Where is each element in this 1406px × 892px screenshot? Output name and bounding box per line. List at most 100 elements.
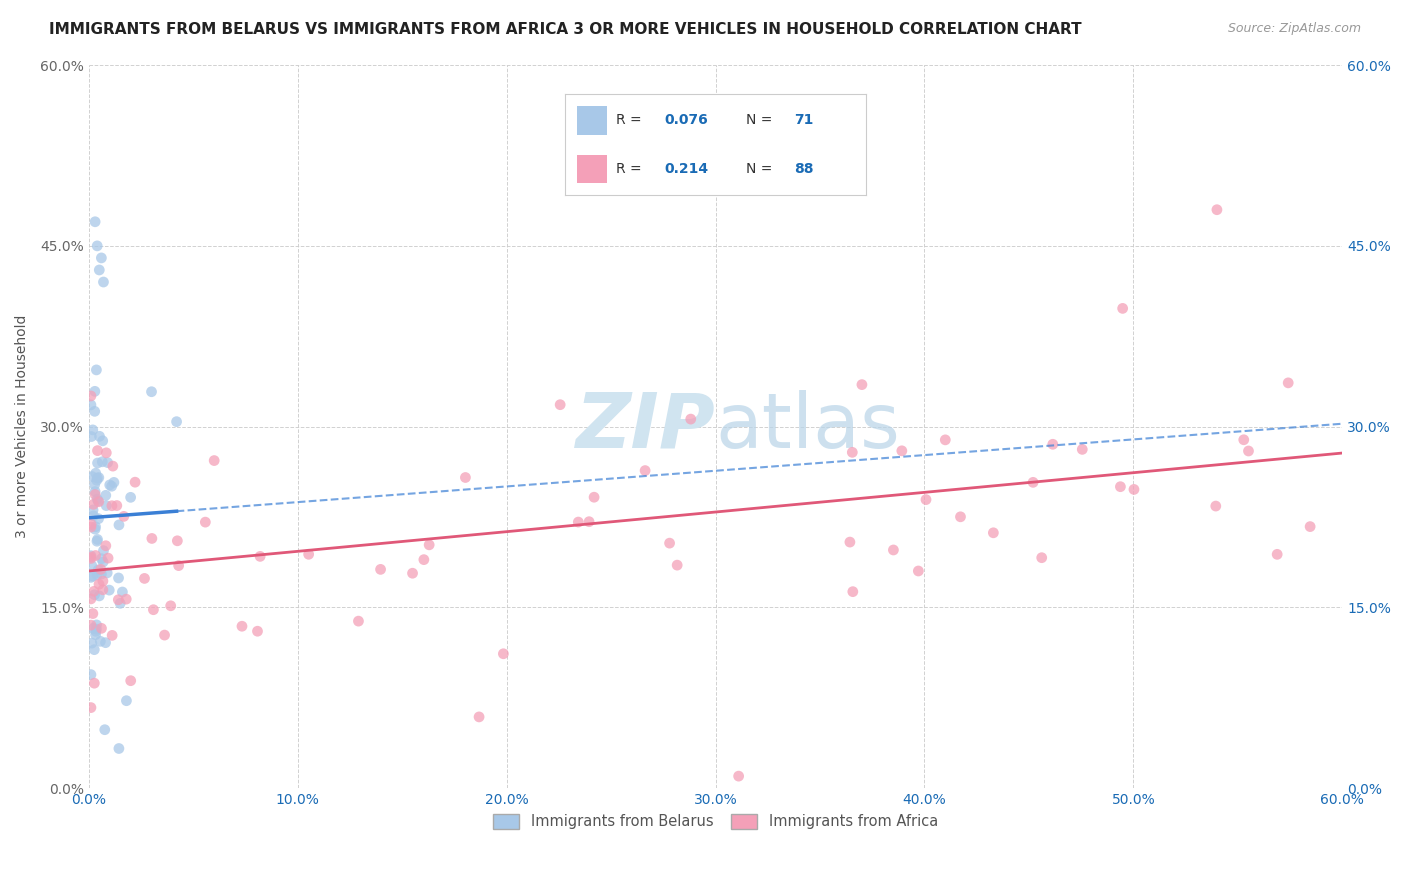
Y-axis label: 3 or more Vehicles in Household: 3 or more Vehicles in Household: [15, 315, 30, 539]
Point: [80, 520, 103, 534]
Point: [249, 549, 271, 564]
Point: [105, 499, 128, 513]
Point: [915, 492, 938, 507]
Point: [80, 551, 103, 566]
Point: [298, 547, 321, 561]
Point: [842, 584, 865, 599]
Point: [98, 478, 121, 492]
Point: [412, 552, 434, 566]
Point: [100, 479, 122, 493]
Point: [141, 532, 163, 546]
Point: [907, 564, 929, 578]
Point: [84, 484, 107, 499]
Point: [851, 377, 873, 392]
Point: [1205, 499, 1227, 513]
Point: [1109, 480, 1132, 494]
Point: [84, 627, 107, 641]
Point: [838, 535, 860, 549]
Point: [1233, 433, 1256, 447]
Point: [246, 624, 269, 639]
Point: [80, 398, 103, 412]
Point: [90, 562, 112, 576]
Point: [86, 492, 108, 507]
Point: [89, 263, 111, 277]
Point: [90, 567, 112, 582]
Text: IMMIGRANTS FROM BELARUS VS IMMIGRANTS FROM AFRICA 3 OR MORE VEHICLES IN HOUSEHOL: IMMIGRANTS FROM BELARUS VS IMMIGRANTS FR…: [49, 22, 1081, 37]
Point: [141, 384, 163, 399]
Point: [983, 525, 1005, 540]
Text: Source: ZipAtlas.com: Source: ZipAtlas.com: [1227, 22, 1361, 36]
Point: [108, 596, 131, 610]
Point: [194, 515, 217, 529]
Point: [166, 533, 188, 548]
Point: [87, 495, 110, 509]
Point: [202, 453, 225, 467]
Point: [90, 251, 112, 265]
Point: [86, 363, 108, 377]
Point: [83, 477, 105, 491]
Point: [82, 423, 104, 437]
Point: [120, 673, 142, 688]
Point: [84, 467, 107, 481]
Point: [97, 551, 120, 566]
Point: [84, 487, 107, 501]
Point: [82, 497, 104, 511]
Point: [86, 622, 108, 636]
Point: [727, 769, 749, 783]
Text: atlas: atlas: [716, 390, 900, 464]
Point: [82, 569, 104, 583]
Point: [83, 584, 105, 599]
Point: [1022, 475, 1045, 490]
Point: [87, 470, 110, 484]
Point: [1031, 550, 1053, 565]
Point: [1042, 437, 1064, 451]
Point: [86, 534, 108, 549]
Point: [418, 538, 440, 552]
Point: [1299, 519, 1322, 533]
Point: [949, 509, 972, 524]
Point: [634, 464, 657, 478]
Point: [134, 571, 156, 585]
Point: [87, 494, 110, 508]
Point: [86, 568, 108, 582]
Point: [94, 635, 117, 649]
Point: [679, 412, 702, 426]
Point: [93, 543, 115, 558]
Point: [468, 710, 491, 724]
Point: [666, 558, 689, 573]
Point: [1071, 442, 1094, 457]
Point: [94, 488, 117, 502]
Point: [86, 443, 108, 458]
Point: [101, 459, 124, 474]
Point: [80, 591, 103, 606]
Point: [108, 741, 131, 756]
Point: [86, 471, 108, 485]
Point: [82, 621, 104, 635]
Point: [166, 415, 188, 429]
Point: [84, 624, 107, 639]
Point: [115, 592, 138, 607]
Point: [84, 549, 107, 563]
Point: [1237, 444, 1260, 458]
Point: [107, 592, 129, 607]
Point: [96, 566, 118, 580]
Point: [86, 239, 108, 253]
Point: [80, 429, 103, 443]
Point: [98, 583, 121, 598]
Point: [82, 607, 104, 621]
Point: [153, 628, 176, 642]
Point: [80, 549, 103, 563]
Point: [167, 558, 190, 573]
Point: [84, 520, 107, 534]
Point: [87, 577, 110, 591]
Point: [80, 667, 103, 681]
Point: [890, 443, 912, 458]
Point: [86, 618, 108, 632]
Text: ZIP: ZIP: [576, 390, 716, 464]
Point: [86, 473, 108, 487]
Point: [108, 517, 131, 532]
Point: [93, 275, 115, 289]
Point: [454, 470, 477, 484]
Point: [1111, 301, 1133, 316]
Point: [90, 551, 112, 566]
